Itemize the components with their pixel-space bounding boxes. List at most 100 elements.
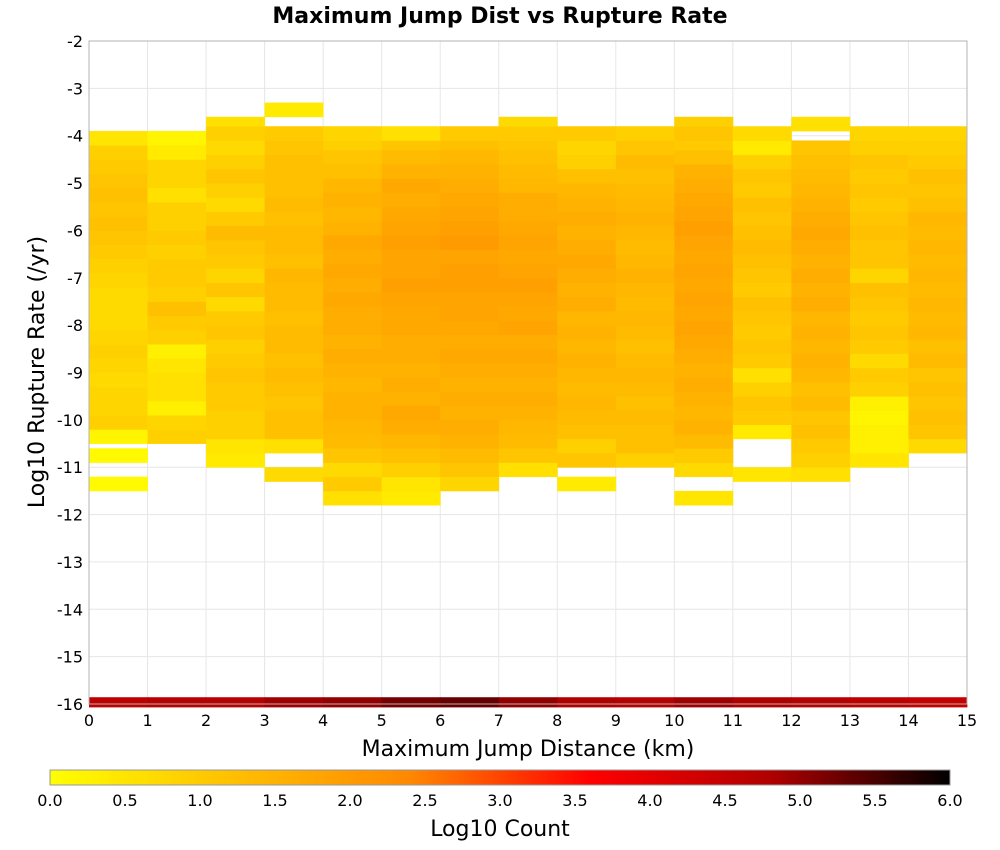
heatmap-cell: [323, 434, 383, 449]
colorbar-swatch: [155, 770, 159, 785]
x-tick-label: 7: [494, 711, 504, 730]
colorbar-swatch: [911, 770, 915, 785]
heatmap-cell: [206, 268, 265, 283]
heatmap-cell: [615, 268, 675, 283]
heatmap-cell: [89, 202, 148, 217]
heatmap-cell: [381, 320, 441, 336]
colorbar-swatch: [665, 770, 669, 785]
colorbar-frame: [49, 769, 951, 786]
heatmap-cell: [440, 277, 500, 293]
colorbar-swatch: [68, 770, 72, 785]
heatmap-cell: [557, 168, 617, 184]
heatmap-cell: [674, 149, 734, 165]
heatmap-cell: [791, 254, 851, 269]
x-tick-label: 1: [142, 711, 152, 730]
x-tick-label: 3: [260, 711, 270, 730]
heatmap-cell: [147, 130, 207, 146]
heatmap-cell: [323, 277, 383, 293]
colorbar-swatch: [431, 770, 435, 785]
colorbar-swatch: [785, 770, 789, 785]
colorbar-swatch: [515, 770, 519, 785]
heatmap-cell: [557, 225, 617, 241]
heatmap-cell: [498, 249, 558, 264]
colorbar-swatch: [95, 770, 99, 785]
colorbar-swatch: [401, 770, 405, 785]
heatmap-cell: [791, 183, 851, 198]
heatmap-cell: [849, 410, 909, 425]
heatmap-cell: [147, 159, 207, 174]
colorbar-swatch: [497, 770, 501, 785]
colorbar-swatch: [251, 770, 255, 785]
heatmap-cell: [557, 254, 617, 269]
heatmap-cell: [381, 291, 441, 307]
colorbar-swatch: [404, 770, 408, 785]
heatmap-cell: [498, 419, 558, 435]
colorbar-swatch: [527, 770, 531, 785]
y-tick-label: -4: [67, 127, 83, 146]
colorbar-swatch: [305, 770, 309, 785]
heatmap-cell: [264, 126, 324, 141]
colorbar-swatch: [554, 770, 558, 785]
colorbar-swatch: [476, 770, 480, 785]
heatmap-cell: [440, 192, 500, 208]
colorbar-swatch: [794, 770, 798, 785]
colorbar-swatch: [428, 770, 432, 785]
colorbar-swatch: [773, 770, 777, 785]
colorbar-swatch: [677, 770, 681, 785]
heatmap-cell: [732, 310, 792, 326]
colorbar-swatch: [248, 770, 252, 785]
heatmap-cell: [206, 197, 265, 212]
heatmap-cell: [849, 168, 909, 184]
heatmap-cell: [147, 187, 207, 203]
colorbar-swatch: [878, 770, 882, 785]
colorbar-swatch: [656, 770, 660, 785]
heatmap-cell: [89, 358, 148, 373]
colorbar-swatch: [446, 770, 450, 785]
colorbar-swatch: [653, 770, 657, 785]
heatmap-cell: [264, 353, 324, 369]
heatmap-cell: [264, 296, 324, 312]
heatmap-cell: [615, 438, 675, 454]
colorbar-swatch: [812, 770, 816, 785]
colorbar-swatch: [806, 770, 810, 785]
colorbar-swatch: [863, 770, 867, 785]
colorbar-swatch: [158, 770, 162, 785]
colorbar-swatch: [206, 770, 210, 785]
y-tick-label: -9: [67, 364, 83, 383]
colorbar-swatch: [254, 770, 258, 785]
heatmap-cell: [732, 339, 792, 354]
heatmap-cell: [89, 273, 148, 288]
heatmap-cell: [323, 291, 383, 307]
bottom-band-cell: [674, 697, 734, 708]
colorbar-swatch: [560, 770, 564, 785]
heatmap-cell: [791, 239, 851, 255]
heatmap-cell: [440, 419, 500, 435]
colorbar-swatch: [734, 770, 738, 785]
heatmap-cell: [381, 462, 441, 478]
heatmap-cell: [323, 419, 383, 435]
colorbar-swatch: [386, 770, 390, 785]
heatmap-cell: [615, 325, 675, 340]
colorbar-swatch: [110, 770, 114, 785]
heatmap-cell: [264, 154, 324, 170]
heatmap-cell: [264, 197, 324, 212]
heatmap-cell: [557, 296, 617, 312]
heatmap-cell: [732, 225, 792, 241]
y-axis-label: Log10 Rupture Rate (/yr): [25, 236, 50, 508]
colorbar-swatch: [173, 770, 177, 785]
colorbar-swatch: [719, 770, 723, 785]
colorbar-swatch: [737, 770, 741, 785]
heatmap-cell: [381, 235, 441, 250]
heatmap-cell: [323, 306, 383, 321]
heatmap-cell: [440, 434, 500, 449]
colorbar-swatch: [80, 770, 84, 785]
heatmap-cell: [791, 438, 851, 454]
heatmap-cell: [147, 329, 207, 345]
colorbar-swatch: [902, 770, 906, 785]
colorbar-swatch: [86, 770, 90, 785]
heatmap-cell: [791, 116, 851, 132]
colorbar-swatch: [899, 770, 903, 785]
heatmap-cell: [557, 396, 617, 411]
heatmap-cell: [381, 405, 441, 421]
heatmap-cell: [674, 448, 734, 463]
